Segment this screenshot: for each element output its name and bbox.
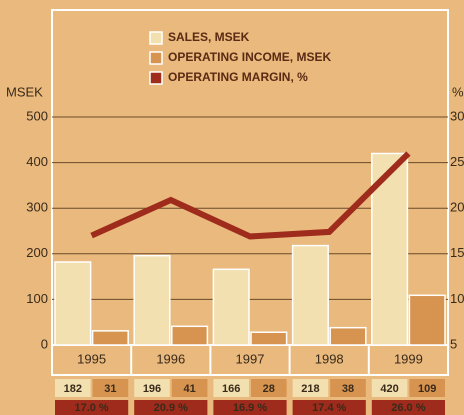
legend-swatch — [149, 51, 163, 65]
x-tick-label: 1996 — [156, 351, 185, 366]
legend-swatch — [149, 71, 163, 85]
table-value: 196 — [143, 383, 161, 395]
table-value: 420 — [380, 383, 398, 395]
table-cell — [171, 379, 208, 397]
y2-tick-label: 30 — [450, 108, 464, 123]
table-cell — [213, 379, 249, 397]
bar — [54, 261, 92, 346]
plot-frame — [51, 9, 449, 376]
table-value: 20.9 % — [154, 402, 188, 414]
table-value: 109 — [418, 383, 436, 395]
table-cell — [55, 400, 129, 415]
table-value: 17.0 % — [74, 402, 108, 414]
x-tick-label: 1999 — [394, 351, 423, 366]
x-tick-label: 1998 — [315, 351, 344, 366]
table-cell — [409, 379, 445, 397]
table-cell — [292, 400, 366, 415]
y-axis-label: MSEK — [6, 84, 43, 99]
bar — [408, 294, 446, 346]
legend-label: SALES, MSEK — [168, 30, 250, 44]
table-value: 38 — [342, 383, 354, 395]
table-cell — [92, 379, 129, 397]
table-value: 17.4 % — [312, 402, 346, 414]
table-cell — [371, 400, 445, 415]
legend-label: OPERATING INCOME, MSEK — [168, 50, 331, 64]
bar — [291, 244, 329, 346]
y2-tick-label: 15 — [450, 245, 464, 260]
table-value: 182 — [64, 383, 82, 395]
y2-tick-label: 10 — [450, 291, 464, 306]
y-tick-label: 500 — [26, 108, 48, 123]
y2-tick-label: 25 — [450, 154, 464, 169]
table-cell — [330, 379, 366, 397]
bar — [171, 325, 209, 346]
x-tick-label: 1995 — [77, 351, 106, 366]
table-value: 31 — [104, 383, 116, 395]
bar — [91, 330, 129, 346]
table-cell — [251, 379, 287, 397]
y-tick-label: 0 — [41, 336, 48, 351]
bar — [133, 254, 171, 346]
y-tick-label: 100 — [26, 291, 48, 306]
legend-label: OPERATING MARGIN, % — [168, 70, 308, 84]
bar — [212, 268, 250, 346]
bar — [250, 331, 288, 346]
table-value: 26.0 % — [391, 402, 425, 414]
legend-swatch — [149, 31, 163, 45]
table-cell — [213, 400, 287, 415]
x-tick-label: 1997 — [236, 351, 265, 366]
table-cell — [55, 379, 91, 397]
y-tick-label: 200 — [26, 245, 48, 260]
table-value: 28 — [263, 383, 275, 395]
table-value: 16.9 % — [233, 402, 267, 414]
table-cell — [292, 379, 329, 397]
bar — [329, 326, 367, 346]
table-value: 218 — [301, 383, 319, 395]
y2-axis-label: % — [452, 84, 464, 99]
table-cell — [134, 379, 170, 397]
table-cell — [371, 379, 408, 397]
table-cell — [134, 400, 208, 415]
table-value: 166 — [222, 383, 240, 395]
y-tick-label: 300 — [26, 200, 48, 215]
y2-tick-label: 5 — [450, 336, 457, 351]
table-value: 41 — [183, 383, 195, 395]
y2-tick-label: 20 — [450, 200, 464, 215]
y-tick-label: 400 — [26, 154, 48, 169]
line — [90, 151, 411, 240]
